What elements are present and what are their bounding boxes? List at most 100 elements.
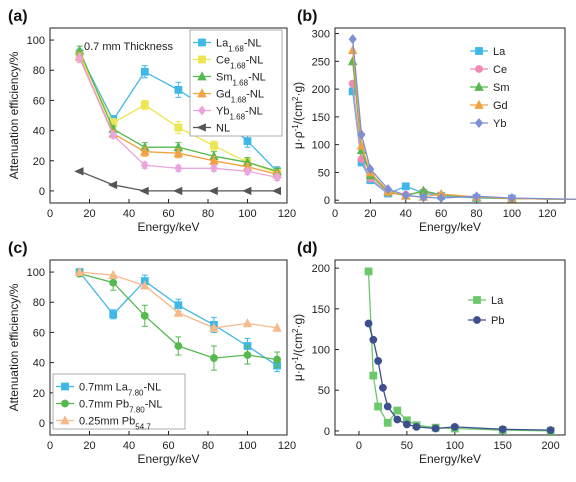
y-axis-title: Attenuation efficiency/%	[7, 51, 21, 179]
data-point	[369, 371, 378, 380]
series-yb	[348, 34, 576, 203]
x-tick-label: 100	[238, 440, 256, 452]
y-tick-label: 0	[324, 426, 330, 438]
data-point	[437, 193, 446, 203]
data-point	[243, 137, 252, 146]
data-point	[348, 34, 357, 45]
x-tick-label: 0	[332, 208, 338, 220]
legend-swatch-marker	[198, 38, 206, 47]
legend-entry: 0.7mm Pb7.80-NL	[79, 399, 162, 415]
y-tick-label: 100	[312, 140, 330, 152]
series-yb	[75, 53, 282, 183]
x-axis-title: Energy/keV	[419, 220, 481, 234]
x-axis-title: Energy/keV	[137, 220, 199, 234]
legend-entry: NL	[216, 123, 230, 135]
data-point	[364, 267, 373, 276]
y-tick-label: 200	[312, 84, 330, 96]
data-point	[209, 163, 218, 174]
series-line	[352, 91, 576, 201]
x-tick-label: 60	[162, 440, 174, 452]
series-0-25mm-pb	[74, 266, 282, 332]
legend-entry: La	[491, 295, 504, 307]
x-tick-label: 100	[238, 208, 256, 220]
legend-entry: Yb1.68-NL	[216, 106, 263, 122]
data-point	[173, 147, 184, 158]
data-point	[546, 426, 555, 435]
legend-swatch-marker	[475, 65, 483, 73]
x-tick-label: 80	[470, 208, 482, 220]
series-nl	[74, 167, 282, 196]
x-tick-label: 0	[47, 440, 53, 452]
data-point	[140, 280, 150, 290]
data-point	[174, 163, 183, 174]
y-tick-label: 300	[312, 29, 330, 41]
legend-swatch-marker	[473, 316, 481, 324]
data-point	[109, 310, 118, 319]
data-point	[357, 129, 366, 140]
legend: La Ce Sm Gd Yb	[470, 46, 510, 130]
x-tick-label: 150	[494, 440, 512, 452]
legend-entry: Pb	[491, 315, 504, 327]
y-tick-label: 150	[312, 112, 330, 124]
y-tick-label: 0	[39, 418, 45, 430]
x-tick-label: 80	[202, 208, 214, 220]
data-point	[174, 123, 183, 132]
y-tick-label: 60	[33, 95, 45, 107]
x-tick-label: 40	[123, 440, 135, 452]
legend: 0.7mm La7.80-NL0.7mm Pb7.80-NL0.25mm Pb5…	[52, 373, 186, 431]
y-tick-label: 100	[27, 35, 45, 47]
x-tick-label: 50	[401, 440, 413, 452]
y-tick-label: 20	[33, 388, 45, 400]
x-tick-label: 60	[162, 208, 174, 220]
panel-c-attenuation-chart: (c) 0 20 40 60 80 100 120 0 20 40 60 80 100 Energy/keV…	[7, 240, 296, 466]
data-point	[366, 164, 375, 175]
data-point	[383, 402, 392, 411]
data-point	[364, 319, 373, 328]
data-point	[374, 357, 383, 365]
plot-frame	[334, 27, 566, 204]
data-point	[243, 351, 252, 359]
data-point	[384, 184, 393, 195]
data-point	[242, 318, 253, 328]
data-point	[107, 180, 118, 190]
data-point	[431, 424, 440, 433]
legend-swatch-marker	[61, 382, 69, 391]
series-la	[364, 267, 555, 435]
legend-box	[189, 29, 283, 137]
series-line	[352, 50, 576, 201]
y-tick-label: 100	[27, 267, 45, 279]
y-tick-label: 80	[33, 65, 45, 77]
data-point	[401, 182, 410, 191]
x-tick-label: 120	[538, 208, 556, 220]
data-point	[369, 335, 378, 344]
legend-entry: Gd	[493, 100, 508, 112]
data-point	[74, 167, 84, 176]
y-tick-label: 150	[312, 304, 330, 316]
x-tick-label: 20	[364, 208, 376, 220]
x-tick-label: 40	[400, 208, 412, 220]
x-tick-label: 0	[47, 208, 53, 220]
panel-label: (d)	[297, 240, 317, 257]
data-point	[507, 193, 516, 203]
y-tick-label: 50	[318, 167, 330, 179]
y-axis-title: μ·ρ-1/(cm2·g)	[291, 314, 306, 381]
y-tick-label: 0	[324, 195, 330, 207]
legend-swatch-marker	[474, 118, 484, 128]
data-point	[139, 186, 149, 196]
x-tick-label: 0	[356, 440, 362, 452]
legend-swatch-marker	[60, 415, 70, 425]
data-point	[208, 186, 218, 196]
series-sm	[347, 56, 576, 203]
data-point	[393, 415, 402, 424]
data-point	[209, 322, 219, 332]
legend-entry: Sm1.68-NL	[216, 72, 266, 88]
data-point	[412, 422, 421, 431]
data-point	[401, 190, 410, 201]
data-point	[379, 383, 387, 392]
y-tick-label: 250	[312, 56, 330, 68]
y-tick-label: 100	[312, 345, 330, 357]
data-point	[174, 342, 183, 350]
data-point	[243, 166, 252, 177]
data-point	[75, 53, 84, 64]
